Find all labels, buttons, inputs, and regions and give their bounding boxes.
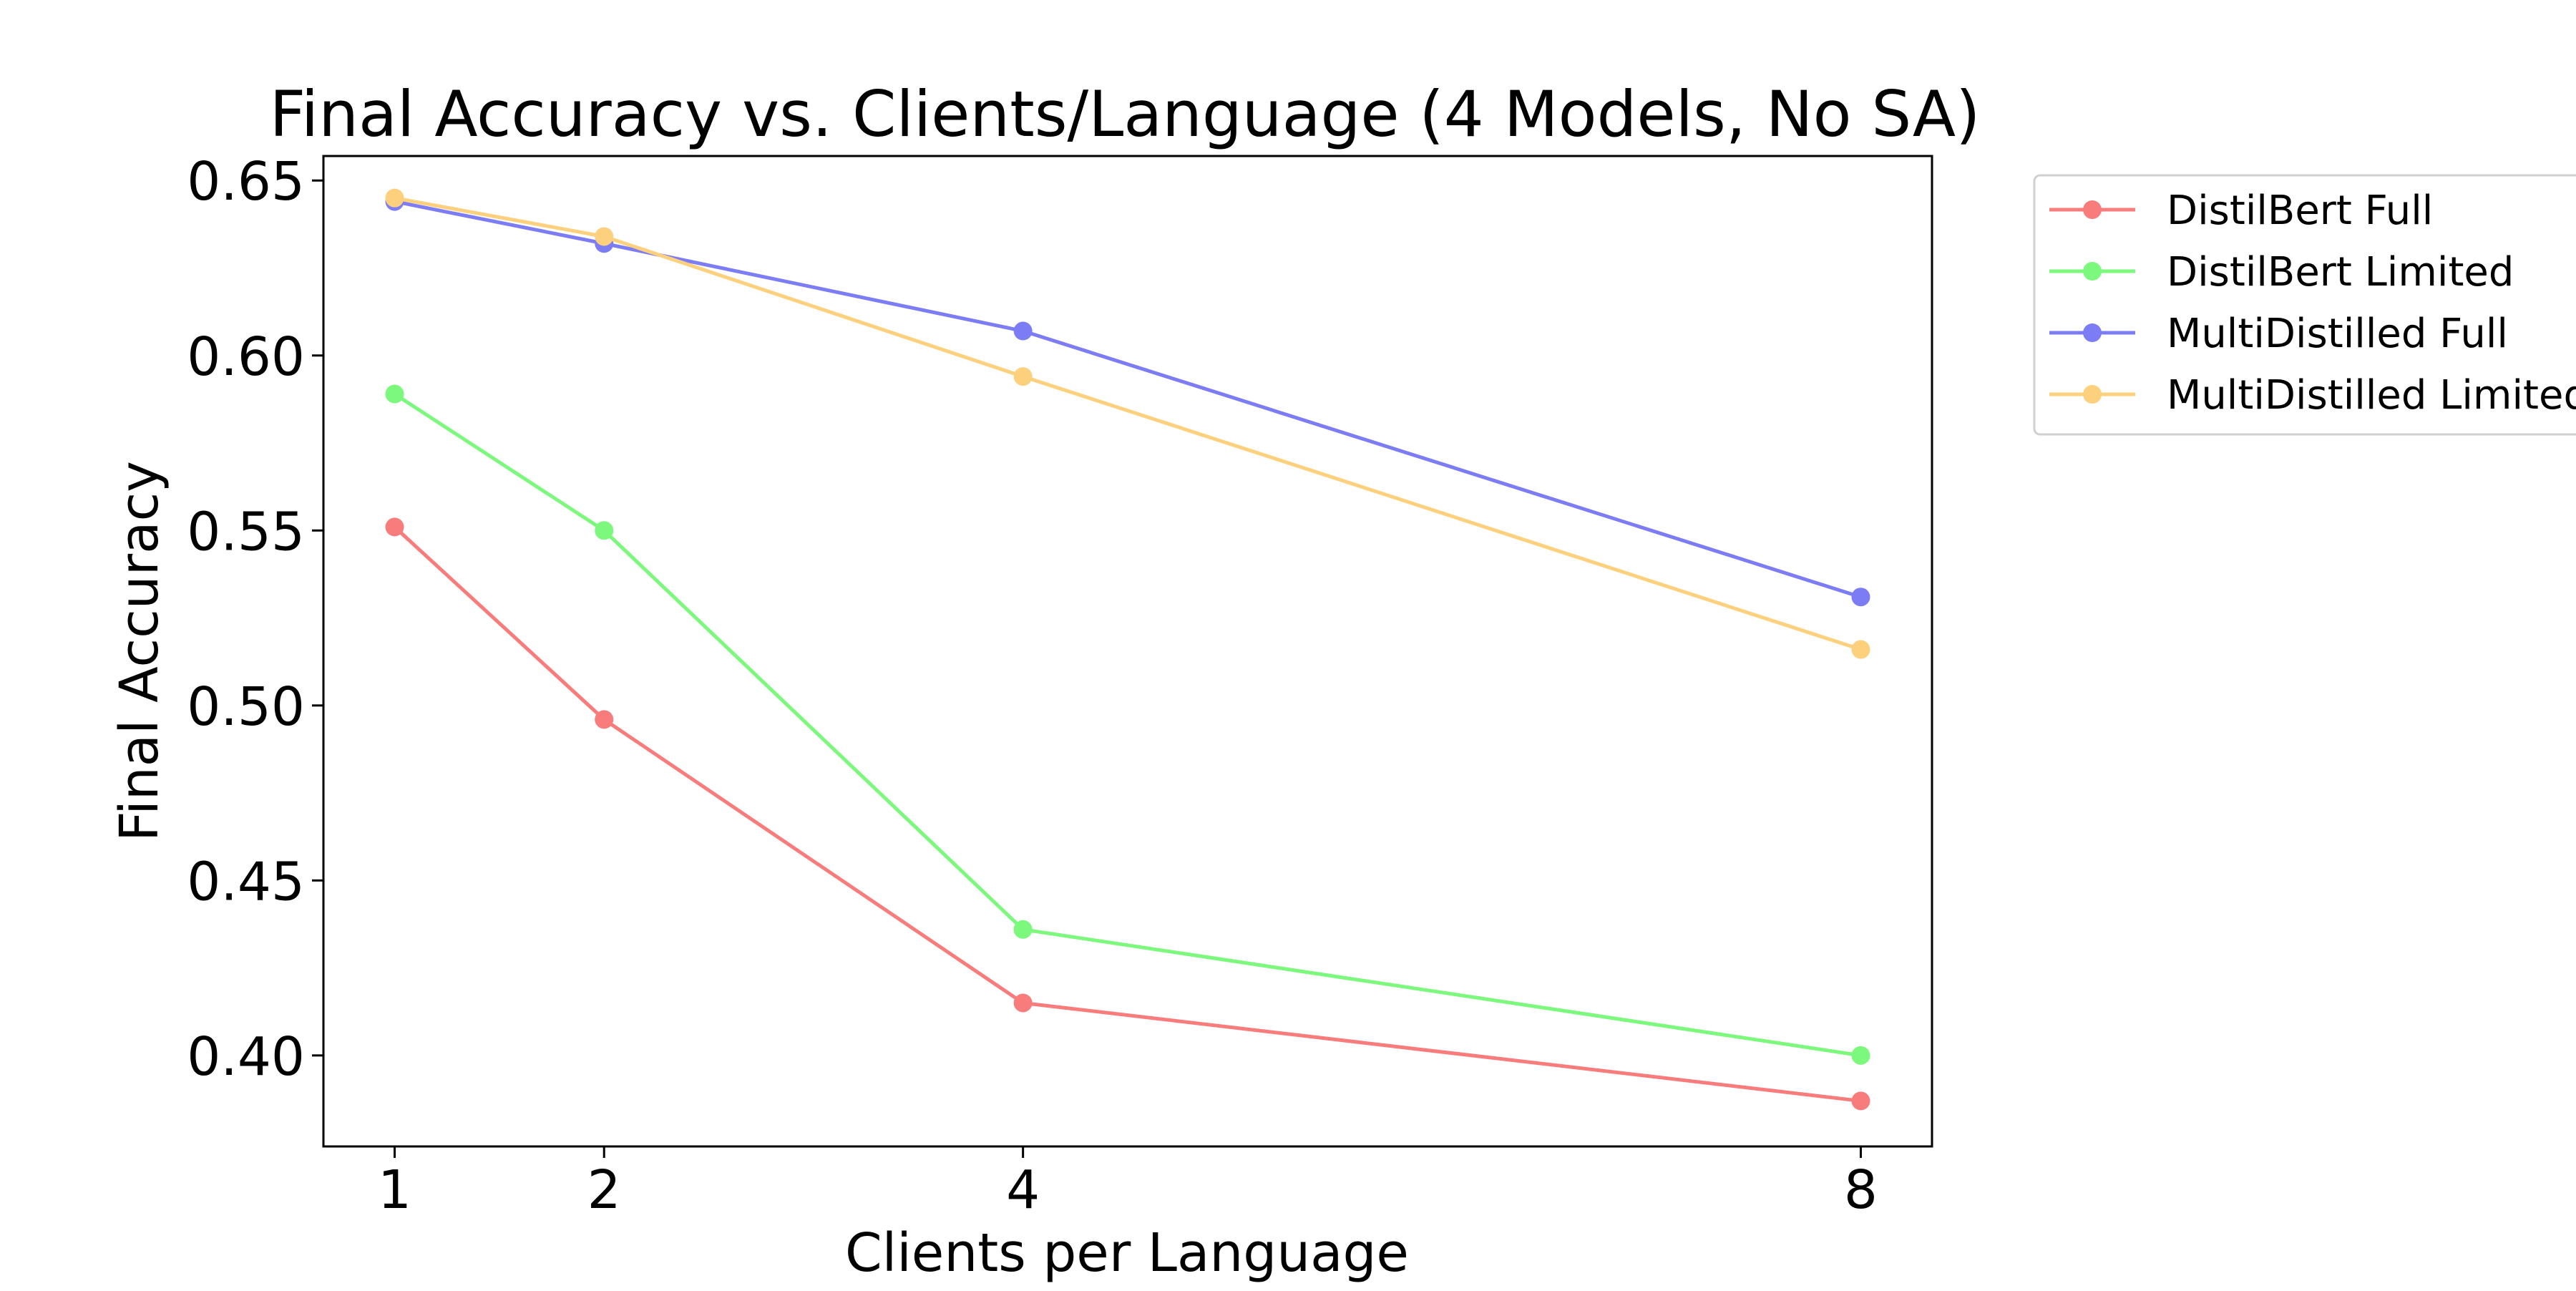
data-point [1013,920,1033,939]
x-tick-label: 4 [1006,1159,1040,1221]
data-point [1851,1046,1870,1065]
data-point [385,517,404,537]
data-point [1013,993,1033,1013]
legend-swatch-marker [2083,262,2102,281]
data-point [595,227,614,246]
data-point [385,384,404,404]
series-line-3 [393,196,1863,652]
y-tick-label: 0.65 [187,151,305,213]
legend-label: MultiDistilled Limited [2167,372,2576,419]
x-axis-label: Clients per Language [845,1222,1409,1284]
series-line-1 [393,392,1863,1058]
y-tick-label: 0.45 [187,851,305,912]
legend-label: DistilBert Full [2167,187,2433,234]
data-point [595,521,614,540]
x-tick-label: 8 [1844,1159,1878,1221]
legend-swatch-marker [2083,323,2102,342]
data-point [1013,321,1033,341]
legend-label: MultiDistilled Full [2167,311,2508,357]
x-tick-label: 1 [378,1159,411,1221]
y-tick-label: 0.40 [187,1026,305,1088]
chart-title: Final Accuracy vs. Clients/Language (4 M… [270,77,1981,151]
y-tick-label: 0.60 [187,326,305,388]
data-point [385,188,404,208]
legend-swatch-marker [2083,385,2102,404]
legend: DistilBert Full DistilBert Limited MultiDi… [2033,174,2576,436]
legend-label: DistilBert Limited [2167,249,2514,296]
data-point [595,710,614,729]
legend-swatch-marker [2083,200,2102,219]
series-line-0 [393,525,1863,1103]
y-tick-label: 0.55 [187,501,305,562]
data-point [1851,1091,1870,1111]
plot-content [385,188,1870,1111]
y-tick-label: 0.50 [187,676,305,738]
series-line-2 [393,200,1863,599]
data-point [1851,640,1870,659]
x-tick-label: 2 [587,1159,621,1221]
data-point [1851,588,1870,607]
y-axis-label: Final Accuracy [109,461,170,842]
plot-frame [322,155,1933,1148]
data-point [1013,367,1033,386]
legend-box [2033,174,2576,436]
